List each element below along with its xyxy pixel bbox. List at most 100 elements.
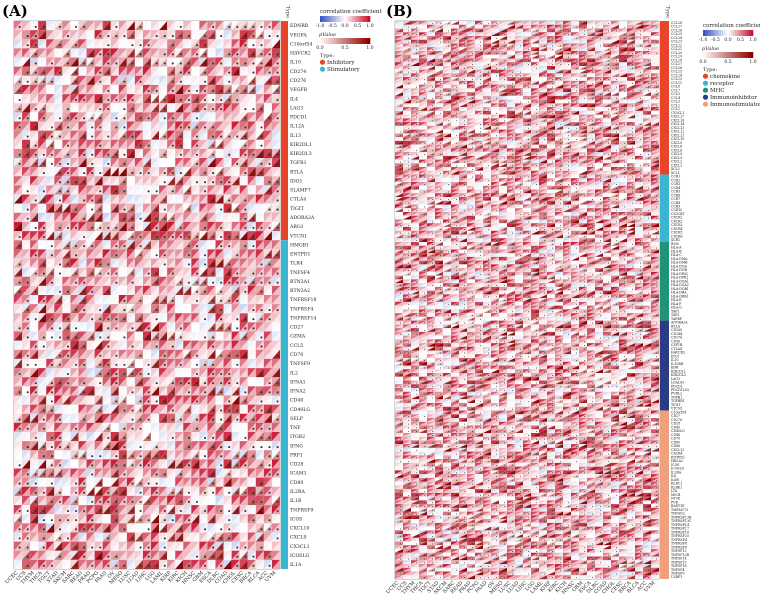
heatmap-cell	[239, 231, 248, 241]
heatmap-cell	[54, 167, 63, 177]
heatmap-cell	[611, 197, 619, 201]
heatmap-cell	[419, 182, 427, 186]
heatmap-cell	[102, 139, 111, 149]
heatmap-cell	[419, 283, 427, 287]
heatmap-cell	[595, 249, 603, 254]
heatmap-cell	[94, 148, 103, 158]
heatmap-cell	[271, 295, 280, 305]
heatmap-cell	[62, 21, 71, 31]
heatmap-cell	[587, 178, 595, 183]
heatmap-cell	[595, 118, 603, 123]
row-label: HMGB1	[290, 242, 309, 248]
heatmap-cell	[126, 459, 135, 469]
heatmap-cell	[403, 159, 411, 164]
heatmap-cell	[579, 189, 587, 194]
heatmap-cell	[175, 21, 184, 31]
legend-swatch	[320, 16, 323, 22]
heatmap-cell	[579, 339, 587, 344]
heatmap-cell	[611, 103, 619, 108]
heatmap-cell	[603, 174, 611, 179]
heatmap-cell	[46, 486, 55, 496]
heatmap-cell	[483, 35, 491, 40]
heatmap-cell	[547, 204, 555, 209]
heatmap-cell	[515, 316, 523, 321]
heatmap-cell	[603, 28, 611, 33]
row-label: TNFSF4	[290, 270, 310, 276]
heatmap-cell	[555, 197, 563, 201]
heatmap-cell	[126, 103, 135, 113]
heatmap-cell	[427, 80, 435, 85]
heatmap-cell	[207, 304, 216, 314]
heatmap-cell	[403, 264, 411, 269]
heatmap-cell	[54, 194, 63, 204]
heatmap-cell	[571, 140, 579, 145]
heatmap-cell	[255, 84, 264, 95]
heatmap-cell	[134, 523, 143, 533]
heatmap-cell	[255, 39, 264, 49]
heatmap-cell	[499, 275, 507, 280]
heatmap-cell	[255, 57, 264, 67]
heatmap-cell	[435, 28, 443, 33]
heatmap-cell	[587, 95, 595, 100]
heatmap-cell	[571, 92, 579, 96]
heatmap-cell	[443, 268, 451, 272]
heatmap-cell	[523, 54, 531, 59]
heatmap-cell	[427, 185, 435, 190]
heatmap-cell	[54, 468, 63, 478]
heatmap-cell	[491, 110, 499, 115]
heatmap-cell	[70, 505, 79, 515]
heatmap-cell	[70, 377, 79, 387]
heatmap-cell	[587, 223, 595, 227]
heatmap-cell	[403, 260, 411, 265]
heatmap-cell	[555, 21, 563, 25]
heatmap-cell	[467, 320, 475, 325]
heatmap-cell	[491, 298, 499, 302]
heatmap-cell	[118, 331, 127, 341]
heatmap-cell	[579, 294, 587, 299]
heatmap-cell	[587, 193, 595, 198]
heatmap-cell	[110, 258, 119, 268]
heatmap-cell	[126, 158, 135, 168]
heatmap-cell	[547, 182, 555, 186]
heatmap-cell	[62, 139, 71, 149]
heatmap-cell	[563, 140, 571, 145]
heatmap-cell	[255, 486, 264, 496]
heatmap-cell	[183, 148, 192, 158]
heatmap-cell	[427, 125, 435, 130]
heatmap-cell	[54, 486, 63, 496]
heatmap-cell	[595, 65, 603, 70]
heatmap-cell	[134, 84, 143, 95]
heatmap-cell	[587, 197, 595, 201]
heatmap-cell	[403, 103, 411, 108]
heatmap-cell	[579, 107, 587, 111]
heatmap-cell	[54, 112, 63, 122]
heatmap-cell	[491, 178, 499, 183]
heatmap-cell	[255, 477, 264, 487]
heatmap-cell	[651, 95, 659, 100]
heatmap-cell	[215, 103, 224, 113]
heatmap-cell	[167, 30, 176, 40]
heatmap-cell	[515, 211, 523, 216]
heatmap-cell	[611, 294, 619, 299]
heatmap-cell	[247, 30, 256, 40]
heatmap-cell	[239, 112, 248, 122]
heatmap-cell	[483, 39, 491, 44]
heatmap-cell	[102, 185, 111, 195]
heatmap-cell	[215, 66, 224, 76]
heatmap-cell	[499, 118, 507, 123]
heatmap-cell	[46, 203, 55, 213]
heatmap-cell	[102, 221, 111, 232]
heatmap-cell	[151, 331, 160, 341]
heatmap-cell	[547, 223, 555, 227]
heatmap-cell	[651, 99, 659, 104]
heatmap-cell	[499, 316, 507, 321]
heatmap-cell	[515, 35, 523, 40]
heatmap-cell	[579, 47, 587, 51]
heatmap-cell	[102, 541, 111, 551]
heatmap-cell	[547, 92, 555, 96]
heatmap-cell	[395, 92, 403, 96]
heatmap-cell	[38, 185, 47, 195]
heatmap-cell	[183, 39, 192, 49]
heatmap-cell	[247, 358, 256, 369]
heatmap-cell	[14, 112, 23, 122]
